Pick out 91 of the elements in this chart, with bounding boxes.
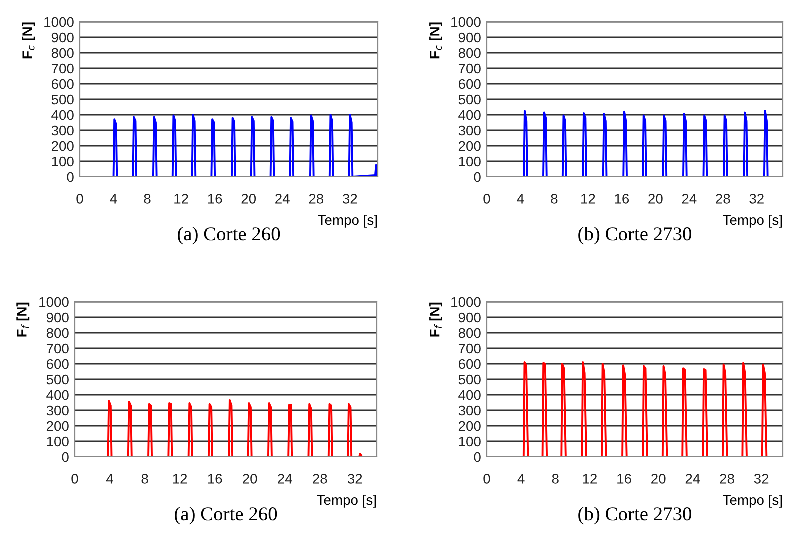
x-tick-label: 32 <box>754 474 769 484</box>
y-tick-label: 200 <box>46 421 69 432</box>
x-axis-title: Tempo [s] <box>317 494 376 508</box>
x-axis-title: Tempo [s] <box>723 214 782 228</box>
x-tick-label: 16 <box>618 474 632 484</box>
y-tick-label: 900 <box>458 312 481 323</box>
x-tick-label: 24 <box>686 474 700 484</box>
x-tick-label: 8 <box>142 474 148 484</box>
x-tick-label: 20 <box>648 194 663 204</box>
x-axis-title: Tempo [s] <box>723 494 782 508</box>
x-tick-label: 12 <box>582 194 596 204</box>
y-tick-label: 600 <box>458 79 481 90</box>
x-tick-label: 28 <box>720 474 734 484</box>
text: (b) Corte 2730 <box>578 507 692 525</box>
y-tick-label: 500 <box>458 94 481 105</box>
y-tick-label: 700 <box>46 344 69 354</box>
x-tick-label: 20 <box>243 474 258 484</box>
y-axis-title: F$_{c}$ [N] <box>22 22 36 59</box>
x-tick-label: 4 <box>106 474 114 484</box>
y-tick-label: 0 <box>62 452 69 462</box>
x-tick-label: 16 <box>208 474 222 484</box>
y-tick-label: 700 <box>52 64 74 74</box>
x-tick-label: 28 <box>313 474 328 484</box>
y-tick-label: 1000 <box>452 297 481 308</box>
x-tick-label: 28 <box>716 194 730 204</box>
y-tick-label: 400 <box>458 110 481 120</box>
y-tick-label: 700 <box>458 344 481 354</box>
y-tick-label: 300 <box>46 406 69 416</box>
y-tick-label: 400 <box>52 110 74 120</box>
y-tick-label: 800 <box>458 48 481 58</box>
x-tick-label: 8 <box>552 474 559 484</box>
y-tick-label: 700 <box>458 64 481 74</box>
x-tick-label: 4 <box>517 194 524 204</box>
y-tick-label: 400 <box>46 390 69 400</box>
y-tick-label: 900 <box>458 32 481 43</box>
x-tick-label: 0 <box>76 194 84 204</box>
x-tick-label: 0 <box>484 474 490 484</box>
x-tick-label: 32 <box>750 194 764 204</box>
y-tick-label: 800 <box>458 328 481 338</box>
y-tick-label: 100 <box>52 156 74 167</box>
x-tick-label: 8 <box>551 194 558 204</box>
y-axis-title: F$_{c}$ [N] <box>430 22 442 59</box>
y-tick-label: 300 <box>458 126 481 136</box>
x-tick-label: 4 <box>518 474 525 484</box>
y-tick-label: 400 <box>458 390 481 400</box>
x-axis-title: Tempo [s] <box>318 214 378 228</box>
y-tick-label: 1000 <box>44 17 74 28</box>
y-tick-label: 300 <box>52 126 74 136</box>
x-tick-label: 4 <box>110 194 118 204</box>
y-tick-label: 600 <box>46 359 69 370</box>
y-tick-label: 200 <box>52 141 74 152</box>
x-tick-label: 28 <box>309 194 324 204</box>
y-tick-label: 600 <box>52 79 74 90</box>
y-tick-label: 0 <box>474 172 481 182</box>
y-tick-label: 1000 <box>452 17 481 28</box>
x-tick-label: 24 <box>278 474 292 484</box>
y-tick-label: 900 <box>46 312 69 323</box>
x-tick-label: 16 <box>615 194 630 204</box>
x-tick-label: 12 <box>583 474 597 484</box>
y-tick-label: 500 <box>458 374 481 385</box>
x-tick-label: 0 <box>484 194 490 204</box>
text: (a) Corte 260 <box>178 227 280 245</box>
y-tick-label: 900 <box>52 32 74 43</box>
y-tick-label: 500 <box>46 374 69 385</box>
y-tick-label: 100 <box>459 436 481 447</box>
y-tick-label: 800 <box>46 328 69 338</box>
x-tick-label: 12 <box>174 194 188 204</box>
text: (b) Corte 2730 <box>578 227 692 245</box>
y-tick-label: 600 <box>458 359 481 370</box>
x-tick-label: 8 <box>144 194 151 204</box>
y-tick-label: 0 <box>67 172 74 182</box>
y-tick-label: 200 <box>458 141 481 152</box>
y-tick-label: 100 <box>47 436 69 447</box>
y-tick-label: 500 <box>52 94 74 105</box>
y-tick-label: 0 <box>474 452 481 462</box>
y-axis-title: F$_{f}$ [N] <box>16 302 30 337</box>
y-tick-label: 300 <box>458 406 481 416</box>
x-tick-label: 16 <box>208 194 222 204</box>
y-tick-label: 800 <box>52 48 74 58</box>
x-tick-label: 32 <box>348 474 362 484</box>
text: (a) Corte 260 <box>175 507 278 525</box>
y-axis-title: F$_{f}$ [N] <box>430 302 442 337</box>
x-tick-label: 20 <box>242 194 256 204</box>
x-tick-label: 24 <box>276 194 290 204</box>
y-tick-label: 200 <box>458 421 481 432</box>
x-tick-label: 20 <box>652 474 666 484</box>
x-tick-label: 24 <box>682 194 697 204</box>
y-tick-label: 100 <box>459 156 481 167</box>
x-tick-label: 32 <box>342 194 358 204</box>
x-tick-label: 12 <box>173 474 188 484</box>
y-tick-label: 1000 <box>40 297 69 308</box>
